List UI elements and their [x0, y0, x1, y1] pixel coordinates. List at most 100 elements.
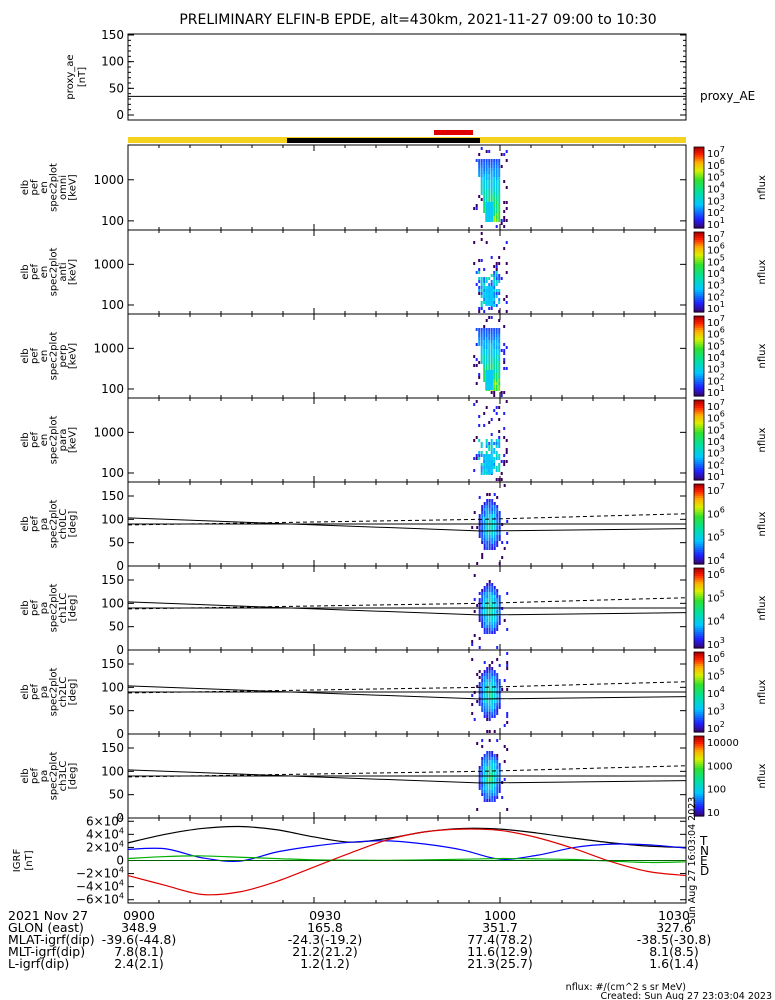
colorbar-step — [694, 169, 704, 172]
spectrogram-cell — [496, 538, 499, 541]
spectrogram-cell — [505, 201, 508, 204]
spectrogram-cell — [493, 622, 496, 625]
spectrogram-cell — [486, 601, 489, 604]
spectrogram-cell — [493, 370, 496, 373]
colorbar-tick-label: 102 — [707, 288, 725, 303]
spectrogram-cell — [483, 159, 486, 162]
panel-frame — [127, 397, 687, 483]
colorbar-tick-label: 105 — [707, 169, 725, 184]
spectrogram-cell — [495, 213, 498, 216]
footer-cell: 2.4(2.1) — [114, 956, 164, 971]
spectrogram-cell — [488, 544, 491, 547]
spectrogram-cell — [495, 406, 498, 409]
spectrogram-cell — [503, 352, 506, 355]
spectrogram-cell — [473, 241, 476, 244]
spectrogram-cell — [483, 610, 486, 613]
spectrogram-cell — [481, 763, 484, 766]
spectrogram-cell — [478, 787, 481, 790]
spectrogram-cell — [491, 589, 494, 592]
spectrogram-cell — [483, 628, 486, 631]
spectrogram-cell — [478, 700, 481, 703]
colorbar-step — [694, 462, 704, 465]
spectrogram-cell — [488, 628, 491, 631]
spectrogram-cell — [483, 268, 486, 271]
spectrogram-cell — [505, 207, 508, 210]
colorbar-step — [694, 808, 704, 811]
spectrogram-cell — [483, 189, 486, 192]
spectrogram-cell — [476, 808, 479, 811]
loss-cone-line — [127, 685, 687, 700]
colorbar-step — [694, 800, 704, 803]
spectrogram-cell — [488, 769, 491, 772]
spectrogram-cell — [495, 328, 498, 331]
spectrogram-cell — [488, 364, 491, 367]
spectrogram-cell — [493, 213, 496, 216]
spectrogram-cell — [491, 517, 494, 520]
colorbar-step — [694, 432, 704, 435]
spectrogram-cell — [491, 799, 494, 802]
panel-ylabel-line: ch2LC — [58, 677, 69, 708]
spectrogram-cell — [491, 769, 494, 772]
colorbar-step — [694, 185, 704, 189]
spectrogram-cell — [490, 391, 493, 394]
colorbar-step — [694, 784, 704, 787]
spectrogram-cell — [505, 451, 508, 454]
spectrogram-cell — [471, 712, 474, 715]
spectrogram-cell — [486, 625, 489, 628]
spectrogram-cell — [496, 604, 499, 607]
spectrogram-cell — [488, 694, 491, 697]
spectrogram-cell — [483, 532, 486, 535]
spectrogram-cell — [486, 772, 489, 775]
spectrogram-cell — [481, 745, 484, 748]
spectrogram-cell — [483, 604, 486, 607]
spectrogram-cell — [495, 367, 498, 370]
spectrogram-cell — [488, 595, 491, 598]
spectrogram-cell — [498, 514, 501, 517]
spectrogram-cell — [488, 790, 491, 793]
spectrogram-cell — [486, 787, 489, 790]
spectrogram-cell — [490, 418, 493, 421]
spectrogram-cell — [473, 457, 476, 460]
colorbar-step — [694, 332, 704, 335]
spectrogram-cell — [496, 793, 499, 796]
colorbar-step — [694, 380, 704, 383]
colorbar-step — [694, 326, 704, 329]
spectrogram-cell — [493, 328, 496, 331]
spectrogram-cell — [483, 592, 486, 595]
panel-ylabel-line: pef — [30, 516, 41, 533]
spectrogram-cell — [498, 682, 501, 685]
spectrogram-cell — [486, 796, 489, 799]
colorbar-step — [694, 394, 704, 397]
spectrogram-cell — [478, 778, 481, 781]
spectrogram-cell — [478, 526, 481, 529]
spectrogram-cell — [493, 298, 496, 301]
spectrogram-cell — [491, 538, 494, 541]
colorbar-step — [694, 422, 704, 425]
spectrogram-cell — [488, 586, 491, 589]
spectrogram-cell — [480, 165, 483, 168]
spectrogram-cell — [485, 280, 488, 283]
y-tick-label: 4×104 — [86, 826, 124, 841]
spectrogram-cell — [480, 174, 483, 177]
colorbar-frame — [693, 231, 705, 313]
colorbar-step — [694, 704, 704, 707]
colorbar-step — [694, 554, 704, 557]
colorbar-step — [694, 720, 704, 723]
spectrogram-cell — [488, 670, 491, 673]
spectrogram-cell — [478, 601, 481, 604]
colorbar-step — [694, 458, 704, 461]
colorbar-step — [694, 692, 704, 695]
colorbar-step — [694, 374, 704, 377]
spectrogram-cell — [505, 271, 508, 274]
spectrogram-cell — [483, 424, 486, 427]
colorbar-step — [694, 201, 704, 205]
y-tick-label: 0 — [116, 108, 124, 122]
anti-loss-cone-line — [127, 765, 687, 778]
spectrogram-cell — [498, 219, 501, 222]
spectrogram-cell — [480, 445, 483, 448]
spectrogram-cell — [498, 406, 501, 409]
spectrogram-cell — [503, 778, 506, 781]
spectrogram-cell — [505, 460, 508, 463]
spectrogram-cell — [475, 358, 478, 361]
colorbar-tick-label: 101 — [707, 300, 725, 315]
